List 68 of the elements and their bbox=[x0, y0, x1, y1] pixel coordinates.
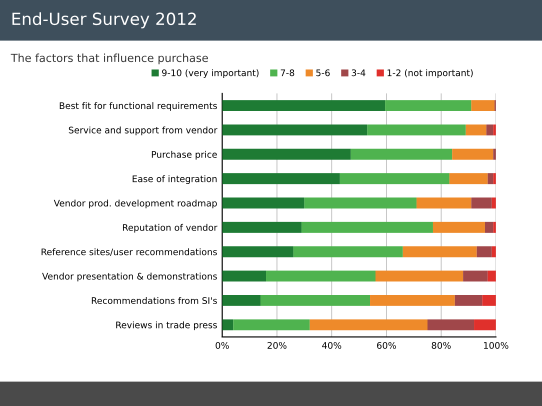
y-tick-label: Reference sites/user recommendations bbox=[42, 248, 217, 256]
bar bbox=[376, 270, 464, 282]
y-tick-label: Recommendations from SI's bbox=[92, 297, 217, 304]
y-tick-label: Reviews in trade press bbox=[116, 321, 217, 330]
x-tick-label: 40% bbox=[322, 342, 342, 349]
y-tick-label: Reputation of vendor bbox=[122, 224, 218, 233]
bar bbox=[222, 319, 234, 330]
bar bbox=[493, 173, 496, 184]
legend-label: 7-8 bbox=[280, 69, 294, 76]
y-tick-label: Purchase price bbox=[152, 150, 217, 160]
bar bbox=[402, 246, 477, 258]
bar bbox=[471, 100, 495, 112]
bar bbox=[222, 148, 351, 160]
bar bbox=[222, 270, 266, 282]
bar bbox=[466, 124, 486, 136]
x-tick-label: 100% bbox=[484, 342, 508, 349]
bar bbox=[222, 294, 261, 306]
y-tick-label: Vendor presentation & demonstrations bbox=[42, 272, 217, 282]
bar bbox=[370, 294, 455, 306]
bar bbox=[428, 319, 474, 330]
bar bbox=[304, 198, 417, 208]
bar bbox=[432, 222, 485, 233]
bar bbox=[266, 270, 376, 282]
x-tick-label: 60% bbox=[377, 342, 396, 349]
bar bbox=[493, 222, 496, 233]
y-tick-label: Vendor prod. development roadmap bbox=[54, 200, 217, 208]
bar bbox=[340, 173, 450, 184]
bar bbox=[222, 100, 386, 112]
text: The factors that influence purchase bbox=[10, 53, 208, 64]
bar bbox=[233, 319, 310, 330]
bar bbox=[463, 270, 488, 282]
x-tick-label: 0% bbox=[216, 342, 229, 349]
bar bbox=[486, 124, 494, 136]
x-tick-label: 80% bbox=[432, 342, 451, 349]
bar bbox=[222, 124, 368, 136]
bar bbox=[222, 198, 304, 208]
bar bbox=[302, 222, 433, 233]
bar bbox=[474, 319, 496, 330]
bar bbox=[222, 222, 302, 233]
bar bbox=[452, 148, 494, 160]
bar bbox=[222, 173, 340, 184]
bar bbox=[449, 173, 488, 184]
y-tick-label: Service and support from vendor bbox=[68, 126, 218, 136]
bar bbox=[482, 294, 496, 306]
y-tick-label: Best fit for functional requirements bbox=[60, 102, 217, 111]
bar bbox=[416, 198, 472, 208]
bar bbox=[367, 124, 466, 136]
legend-label: 5-6 bbox=[316, 69, 330, 76]
legend-label: 3-4 bbox=[352, 69, 366, 76]
legend-label: 1-2 (not important) bbox=[388, 69, 473, 78]
bar bbox=[260, 294, 370, 306]
bar bbox=[488, 270, 496, 282]
bar bbox=[385, 100, 472, 112]
chart-title: End-User Survey 2012 bbox=[12, 12, 196, 28]
bar bbox=[493, 148, 496, 160]
bar bbox=[222, 246, 294, 258]
bar bbox=[310, 319, 428, 330]
bar bbox=[476, 246, 492, 258]
legend-label: 9-10 (very important) bbox=[162, 69, 259, 78]
y-tick-label: Ease of integration bbox=[132, 175, 217, 184]
x-tick-label: 20% bbox=[268, 342, 286, 349]
bar bbox=[488, 173, 494, 184]
bar bbox=[293, 246, 403, 258]
bar bbox=[471, 198, 492, 208]
bar bbox=[454, 294, 482, 306]
bar bbox=[484, 222, 494, 233]
bar bbox=[493, 124, 496, 136]
bar bbox=[350, 148, 452, 160]
